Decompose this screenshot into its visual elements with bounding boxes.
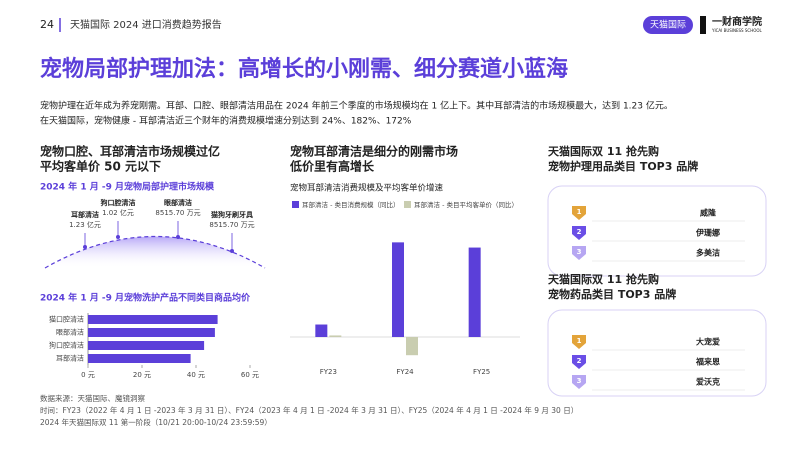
market-value: 1.02 亿元 xyxy=(102,208,134,217)
intro-line: 宠物护理在近年成为养宠刚需。耳部、口腔、眼部清洁用品在 2024 年前三个季度的… xyxy=(40,100,673,112)
market-value: 8515.70 万元 xyxy=(155,209,200,217)
section-heading: 宠物耳部清洁是细分的刚需市场 xyxy=(290,144,458,159)
footer-line: 数据来源：天猫国际、魔镜洞察 xyxy=(40,393,145,403)
brand-tag: 天猫国际 xyxy=(650,19,686,31)
y-tick-label: 耳部清洁 xyxy=(56,354,84,363)
rank: 3 xyxy=(577,248,582,256)
legend-swatch xyxy=(292,201,299,208)
bar xyxy=(88,315,218,324)
intro-line: 在天猫国际，宠物健康 - 耳部清洁近三个财年的消费规模增速分别达到 24%、18… xyxy=(40,115,412,127)
arc-dot xyxy=(230,249,234,253)
market-name: 猫狗牙刷牙具 xyxy=(211,210,253,219)
market-name: 耳部清洁 xyxy=(71,210,99,219)
footer-line: 时间：FY23（2022 年 4 月 1 日 -2023 年 3 月 31 日）… xyxy=(40,405,578,415)
x-tick-label: FY25 xyxy=(473,368,490,376)
bar xyxy=(392,242,404,337)
section-heading: 天猫国际双 11 抢先购 xyxy=(548,144,659,158)
page-number: 24 xyxy=(40,18,54,31)
brand-name: 多美洁 xyxy=(696,248,720,258)
legend-label: 耳部清洁 - 类目消费规模（同比） xyxy=(302,200,399,209)
x-tick-label: FY23 xyxy=(320,368,337,376)
y-tick-label: 眼部清洁 xyxy=(56,328,84,337)
rank-badge xyxy=(572,335,586,349)
bar xyxy=(88,341,205,350)
brand-name: 福来恩 xyxy=(695,357,720,367)
bar xyxy=(88,354,191,363)
brand-name: 伊珊娜 xyxy=(695,228,720,238)
section-subtitle: 2024 年 1 月 -9 月宠物局部护理市场规模 xyxy=(40,181,215,193)
arc xyxy=(44,235,266,269)
market-name: 眼部清洁 xyxy=(164,198,192,207)
section-heading: 低价里有高增长 xyxy=(289,159,375,174)
brand-name: 威隆 xyxy=(700,208,717,218)
rank: 2 xyxy=(577,228,582,236)
footer-line: 2024 年天猫国际双 11 第一阶段（10/21 20:00-10/24 23… xyxy=(40,417,272,427)
rank-badge xyxy=(572,375,586,389)
brand-box xyxy=(547,185,767,277)
section-heading: 宠物药品类目 TOP3 品牌 xyxy=(548,287,676,301)
section-heading: 天猫国际双 11 抢先购 xyxy=(548,272,659,286)
brand-logo xyxy=(700,16,706,34)
y-tick-label: 猫口腔清洁 xyxy=(49,315,84,324)
market-value: 8515.70 万元 xyxy=(209,221,254,229)
bar xyxy=(329,335,342,337)
brand-sub: YICAI BUSINESS SCHOOL xyxy=(711,28,763,33)
x-tick-label: 0 元 xyxy=(81,371,95,379)
rank-badge xyxy=(572,226,586,240)
market-value: 1.23 亿元 xyxy=(69,220,101,229)
chart-title: 宠物耳部清洁消费规模及平均客单价增速 xyxy=(290,183,444,194)
rank: 2 xyxy=(577,357,582,365)
y-tick-label: 狗口腔清洁 xyxy=(49,341,84,350)
brand-tag-bg xyxy=(643,16,693,34)
brand-name: 一财商学院 xyxy=(712,15,762,28)
brand-box xyxy=(547,309,767,397)
section-heading: 宠物护理用品类目 TOP3 品牌 xyxy=(548,159,698,173)
chart-title: 2024 年 1 月 -9 月宠物洗护产品不同类目商品均价 xyxy=(40,292,251,304)
arc-dot xyxy=(116,235,120,239)
x-tick-label: FY24 xyxy=(396,368,414,376)
x-tick-label: 60 元 xyxy=(241,371,259,379)
section-heading: 宠物口腔、耳部清洁市场规模过亿 xyxy=(40,144,220,159)
rank: 1 xyxy=(577,337,582,345)
rank-badge xyxy=(572,206,586,220)
rank: 1 xyxy=(577,208,582,216)
rank: 3 xyxy=(577,377,582,385)
bar xyxy=(468,247,481,337)
bar xyxy=(406,337,418,356)
arc-dot xyxy=(83,245,87,249)
legend-label: 耳部清洁 - 类目平均客单价（同比） xyxy=(414,200,518,209)
bar xyxy=(88,328,215,337)
bar xyxy=(315,324,328,337)
x-tick-label: 40 元 xyxy=(187,371,205,379)
x-tick-label: 20 元 xyxy=(133,371,151,379)
report-title: 天猫国际 2024 进口消费趋势报告 xyxy=(70,18,222,31)
rank-badge xyxy=(572,355,586,369)
section-heading: 平均客单价 50 元以下 xyxy=(40,159,161,174)
market-name: 狗口腔清洁 xyxy=(101,198,136,207)
brand-name: 爱沃克 xyxy=(696,377,720,387)
brand-name: 大宠爱 xyxy=(696,337,720,347)
rank-badge xyxy=(572,246,586,260)
page-title: 宠物局部护理加法：高增长的小刚需、细分赛道小蓝海 xyxy=(40,56,568,82)
arc-dot xyxy=(176,235,180,239)
legend-swatch xyxy=(404,201,411,208)
